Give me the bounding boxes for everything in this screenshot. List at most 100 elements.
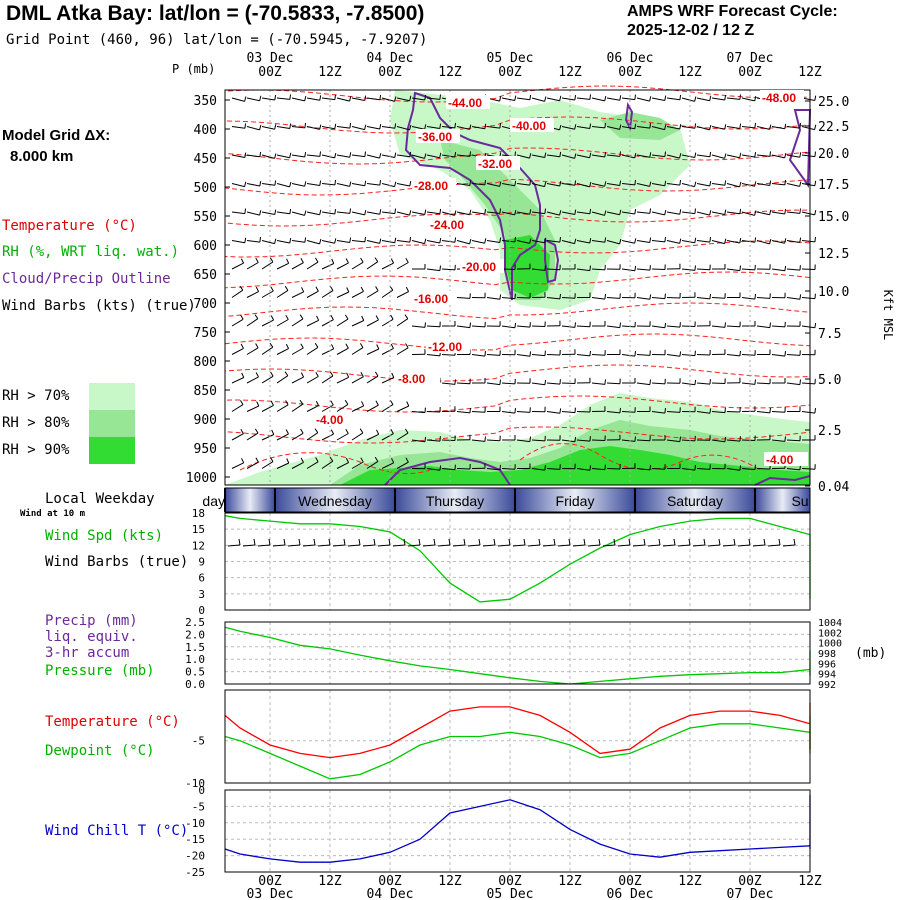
wind-barb	[366, 460, 379, 469]
wind-barb	[621, 325, 636, 328]
surface-wind-barb	[332, 544, 346, 547]
rh-legend-80: RH > 80%	[2, 415, 70, 431]
wind-barb	[561, 183, 575, 186]
temperature-contour-label: -20.00	[462, 260, 496, 274]
wind-barb-flag	[559, 124, 562, 131]
pressure-tick-label: 900	[194, 413, 217, 428]
wind-barb	[696, 154, 710, 158]
wind-barb	[486, 439, 501, 442]
surface-wind-barb-flag	[253, 538, 256, 546]
wind-barb-flag	[374, 456, 379, 462]
temperature-label-bg	[764, 452, 808, 466]
wind-barb-flag	[634, 179, 636, 185]
wind-barb-flag	[360, 372, 364, 377]
wind-barb	[441, 240, 455, 243]
wind-barb-flag	[499, 123, 501, 129]
wind-barb-flag	[709, 124, 712, 131]
wind-barb	[456, 411, 470, 414]
surface-wind-barb-flag	[568, 538, 571, 546]
surface-wind-barb	[512, 544, 526, 547]
wind-barb-flag	[709, 181, 712, 187]
wind-barb	[381, 377, 395, 384]
wind-barb	[231, 262, 244, 270]
pressure-tick-label: 800	[194, 355, 217, 370]
wind-barb	[696, 468, 711, 470]
wind-barb-flag	[574, 436, 577, 442]
wind-barb	[396, 97, 410, 102]
height-tick-label: 10.0	[818, 285, 849, 300]
wind-barb-flag	[694, 208, 696, 214]
wind-barb-flag	[679, 153, 682, 159]
temperature-label-bg	[396, 371, 440, 385]
temperature-label-bg	[426, 339, 470, 353]
wind-barb-flag	[255, 457, 259, 463]
wind-barb-flag	[349, 152, 352, 158]
wind-barb	[531, 354, 546, 357]
time-tick-label-top: 00Z	[258, 65, 282, 80]
temperature-label-bg	[412, 178, 456, 192]
wind-barb-flag	[284, 371, 289, 376]
wind-barb	[426, 97, 440, 100]
wind-barb-flag	[574, 153, 577, 159]
wind-barb	[726, 97, 740, 100]
date-label-top: 04 Dec	[367, 51, 414, 66]
wind-barb	[606, 382, 621, 385]
wind-barb-flag	[240, 429, 244, 434]
wind-barb	[621, 240, 635, 244]
wind-barb	[246, 183, 260, 187]
wind-barb	[516, 411, 531, 413]
wind-barb	[261, 290, 274, 298]
wind-barb	[696, 411, 710, 414]
wind-barb-flag	[424, 322, 426, 328]
wind-barb	[636, 297, 650, 300]
wind-barb-flag	[439, 94, 441, 100]
wind-barb-flag	[315, 457, 319, 463]
wind-barb-flag	[375, 286, 379, 292]
wind-barb	[576, 354, 590, 357]
wind-barb-flag	[559, 408, 562, 414]
wind-barb	[546, 354, 561, 356]
wind-barb	[696, 126, 710, 131]
page-title: DML Atka Bay: lat/lon = (-70.5833, -7.85…	[6, 2, 425, 25]
wind-barb-flag	[499, 294, 502, 300]
wind-barb	[456, 297, 471, 299]
wind-barb-flag	[244, 96, 247, 102]
wind-barb-flag	[469, 322, 471, 328]
wind-barb	[636, 240, 650, 243]
weekday-cell	[225, 488, 275, 512]
wind-barb-flag	[334, 152, 337, 159]
wind-barb	[306, 432, 319, 441]
wind-barb	[651, 468, 666, 470]
rh90-area-0	[505, 235, 550, 298]
surface-wind-barb	[317, 544, 331, 547]
y-tick-label: -15	[185, 833, 205, 846]
wind-barb	[351, 240, 365, 243]
wind-barb-flag	[574, 95, 577, 101]
wind-barb	[231, 289, 244, 298]
wind-barb	[276, 262, 289, 270]
wind-barb	[741, 468, 756, 471]
wind-barb-flag	[604, 379, 606, 385]
wind-barb	[786, 439, 801, 442]
wind-barb	[546, 468, 561, 470]
wind-barb	[666, 297, 681, 299]
wind-barb-flag	[769, 238, 772, 245]
wind-barb	[636, 126, 650, 129]
wind-barb	[771, 126, 785, 130]
wind-barb	[591, 382, 605, 385]
y-tick-label: -25	[185, 866, 205, 879]
wind-barb	[786, 382, 800, 386]
temperature-contour-label: -44.00	[448, 96, 482, 110]
wind-barb	[786, 297, 800, 300]
wind-barb	[231, 462, 244, 469]
wind-barb	[381, 462, 394, 469]
wind-barb	[636, 211, 650, 214]
wind-barb-flag	[709, 151, 712, 157]
wind-barb	[696, 97, 710, 102]
wind-barb-flag	[499, 379, 501, 385]
wind-barb	[666, 211, 680, 215]
wind-barb	[621, 126, 635, 130]
wind-barb	[486, 240, 500, 243]
wind-barb-flag	[619, 407, 621, 413]
surface-wind-barb	[677, 544, 691, 547]
